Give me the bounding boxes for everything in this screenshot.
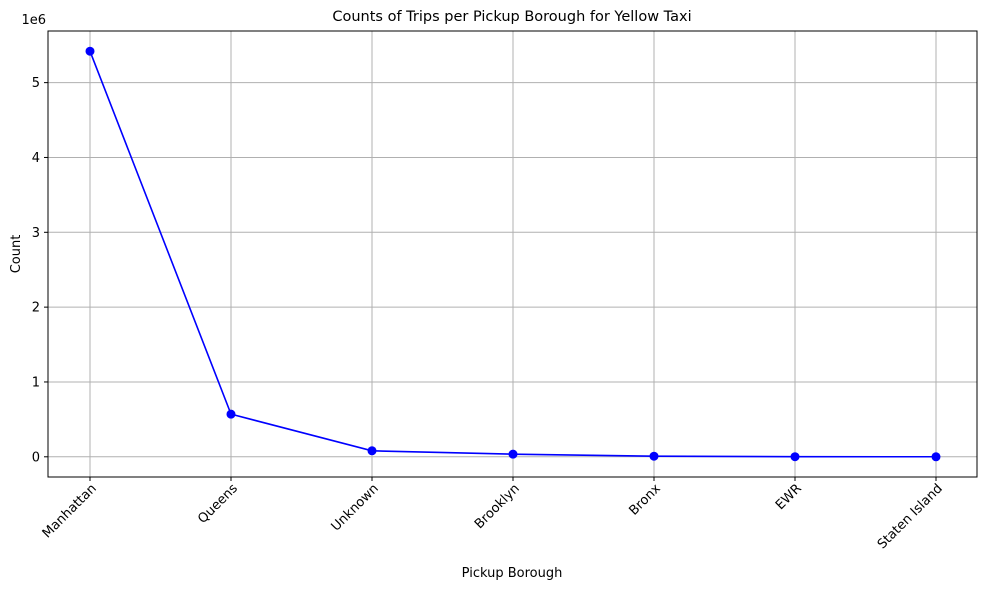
y-tick-label: 0 [32,450,40,465]
y-tick-label: 1 [32,375,40,390]
data-point [85,46,95,56]
series-layer [85,46,941,462]
grid [48,31,977,477]
y-tick-label: 4 [32,151,40,166]
y-axis-label: Count [9,235,24,274]
x-axis: Manhattan Queens Unknown Brooklyn Bronx EWR St… [40,477,946,552]
x-tick-label: Unknown [329,481,382,534]
data-point [649,451,659,461]
y-offset-label: 1e6 [21,13,46,28]
y-tick-label: 2 [32,301,40,316]
x-tick-label: Manhattan [40,481,100,541]
y-tick-label: 3 [32,226,40,241]
data-point [226,409,236,419]
data-point [931,452,941,462]
y-axis: 0 1 2 3 4 5 [32,76,48,465]
data-point [367,446,377,456]
x-axis-label: Pickup Borough [462,566,563,581]
x-tick-label: EWR [773,481,805,513]
y-tick-label: 5 [32,76,40,91]
x-tick-label: Staten Island [875,481,946,552]
x-tick-label: Brooklyn [472,481,523,532]
data-point [790,452,800,462]
chart-title: Counts of Trips per Pickup Borough for Y… [332,9,691,25]
x-tick-label: Bronx [626,481,664,519]
data-point [508,449,518,459]
x-tick-label: Queens [195,481,241,527]
